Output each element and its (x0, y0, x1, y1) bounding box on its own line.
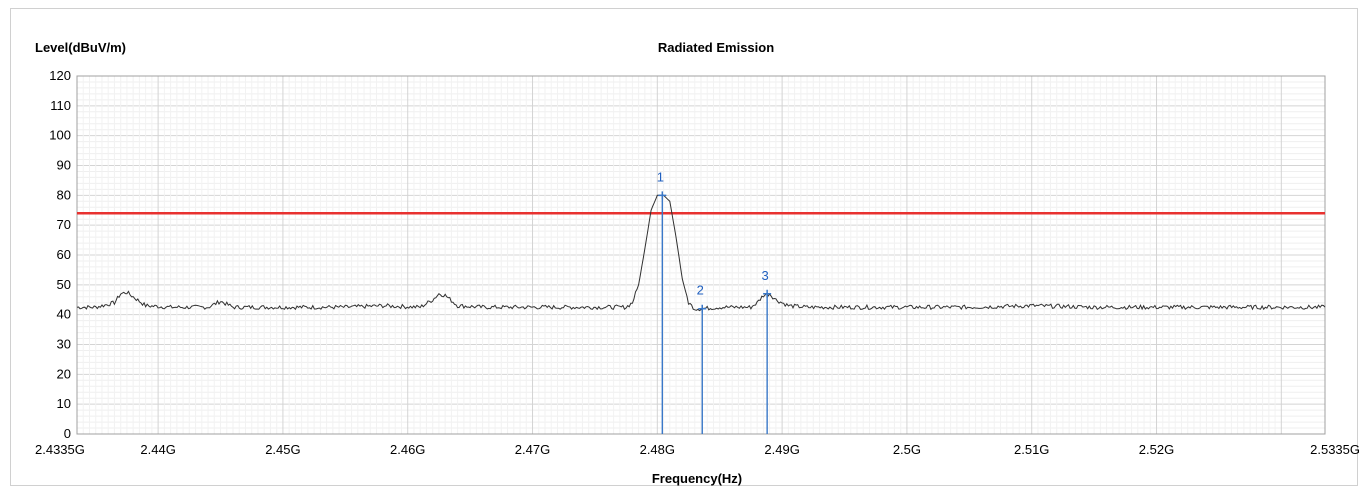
x-tick-label: 2.4335G (35, 442, 85, 457)
x-tick-labels: 2.4335G 2.44G 2.45G 2.46G 2.47G 2.48G 2.49G 2.5… (35, 442, 1360, 457)
y-tick-label: 120 (49, 68, 71, 83)
series-group (76, 194, 1326, 312)
y-tick-label: 100 (49, 128, 71, 143)
y-tick-label: 90 (57, 158, 71, 173)
x-axis-label: Frequency(Hz) (652, 471, 742, 486)
x-tick-label: 2.5335G (1310, 442, 1360, 457)
y-tick-label: 110 (50, 98, 71, 113)
x-tick-label: 2.51G (1014, 442, 1049, 457)
y-tick-label: 40 (57, 307, 71, 322)
chart-title: Radiated Emission (658, 40, 774, 55)
marker-1-label: 1 (657, 169, 664, 184)
marker-2-label: 2 (697, 283, 704, 298)
y-tick-label: 80 (57, 187, 71, 202)
y-tick-label: 60 (57, 247, 71, 262)
y-tick-label: 10 (57, 396, 71, 411)
y-tick-label: 20 (57, 366, 71, 381)
x-tick-label: 2.48G (640, 442, 675, 457)
x-tick-label: 2.45G (265, 442, 300, 457)
emission-trace (76, 194, 1326, 312)
x-tick-label: 2.49G (764, 442, 799, 457)
markers-group: 1 2 3 (657, 169, 772, 434)
x-tick-label: 2.52G (1139, 442, 1174, 457)
grid (76, 75, 1325, 435)
marker-1-point (658, 191, 667, 200)
y-tick-labels: 0 10 20 30 40 50 60 70 80 90 100 110 120 (49, 68, 71, 441)
x-tick-label: 2.47G (515, 442, 550, 457)
y-tick-label: 70 (57, 217, 71, 232)
marker-2-point (698, 304, 707, 313)
x-tick-label: 2.46G (390, 442, 425, 457)
x-tick-label: 2.5G (893, 442, 921, 457)
plot-border (76, 75, 1326, 435)
y-axis-label: Level(dBuV/m) (35, 40, 126, 55)
marker-3-label: 3 (762, 268, 769, 283)
y-tick-label: 30 (57, 337, 71, 352)
y-tick-label: 50 (57, 277, 71, 292)
marker-3-point (763, 289, 772, 298)
x-tick-label: 2.44G (140, 442, 175, 457)
y-tick-label: 0 (64, 426, 71, 441)
